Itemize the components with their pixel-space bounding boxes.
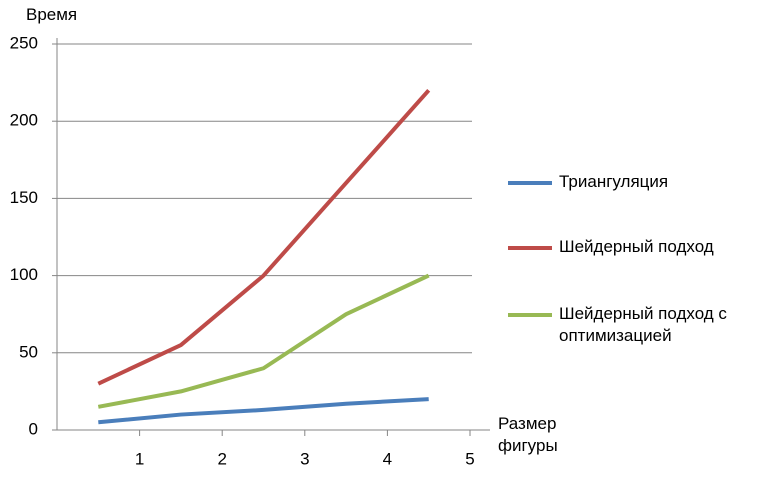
x-axis-title: Размер фигуры — [498, 414, 558, 455]
legend-label: Шейдерный подход — [559, 237, 714, 256]
legend-label: Триангуляция — [559, 172, 669, 191]
series-line — [97, 273, 430, 409]
y-tick-label: 200 — [10, 111, 38, 130]
legend-label: Шейдерный подход с оптимизацией — [559, 304, 727, 345]
x-tick-label: 1 — [135, 449, 144, 468]
y-tick-label: 50 — [19, 342, 38, 361]
x-tick-label: 4 — [383, 449, 392, 468]
y-tick-label: 0 — [29, 419, 38, 438]
y-tick-label: 150 — [10, 188, 38, 207]
x-tick-label: 5 — [465, 449, 474, 468]
x-tick-label: 3 — [300, 449, 309, 468]
x-tick-label: 2 — [217, 449, 226, 468]
series-line — [98, 397, 429, 425]
series-line — [97, 88, 431, 386]
y-tick-label: 100 — [10, 265, 38, 284]
y-tick-label: 250 — [10, 33, 38, 52]
y-axis-title: Время — [26, 5, 78, 24]
